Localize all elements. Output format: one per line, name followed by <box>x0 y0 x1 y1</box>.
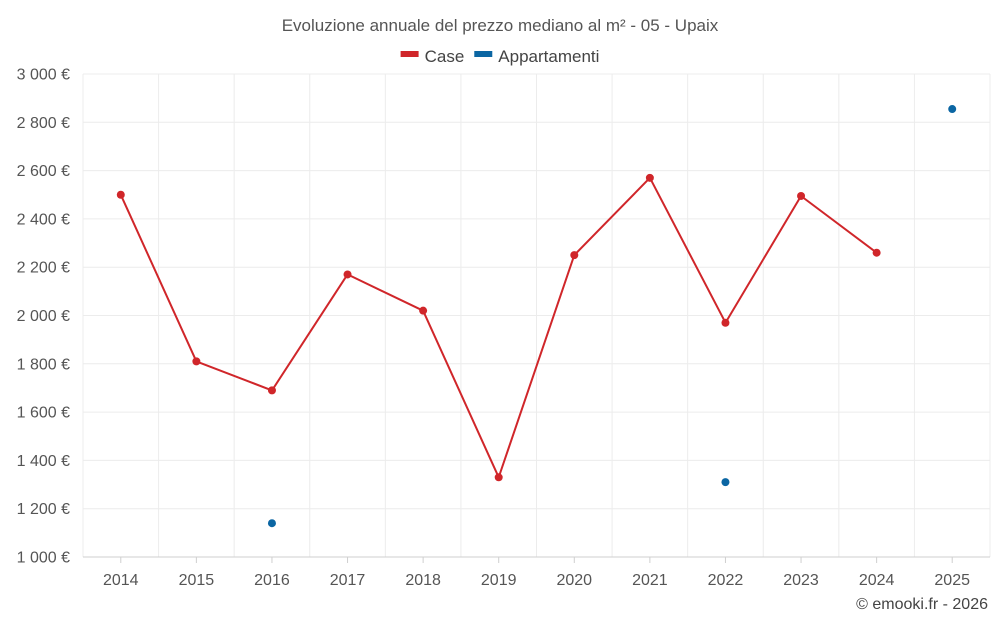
case-point <box>797 191 806 200</box>
grid <box>82 73 991 557</box>
x-tick-label: 2014 <box>103 572 139 589</box>
footer-credit: © emooki.fr - 2026 <box>856 596 988 613</box>
case-point <box>872 248 881 257</box>
x-tick-label: 2016 <box>254 572 290 589</box>
x-tick-label: 2017 <box>330 572 366 589</box>
y-tick-label: 1 400 € <box>17 453 70 470</box>
legend-item-case[interactable]: Case <box>400 47 465 66</box>
axes: 1 000 € 1 200 € 1 400 € 1 600 € 1 800 € 2 000… <box>17 67 990 589</box>
x-tick-label: 2018 <box>405 572 441 589</box>
y-tick-label: 1 800 € <box>17 356 70 373</box>
y-tick-label: 2 600 € <box>17 163 70 180</box>
case-point <box>343 270 352 279</box>
x-tick-label: 2020 <box>556 572 592 589</box>
case-point <box>419 306 428 315</box>
appartamenti-point <box>948 105 957 114</box>
case-point <box>645 173 654 182</box>
case-point <box>721 318 730 327</box>
y-tick-label: 2 000 € <box>17 308 70 325</box>
y-tick-label: 1 200 € <box>17 501 70 518</box>
y-tick-label: 2 800 € <box>17 115 70 132</box>
x-tick-label: 2015 <box>179 572 215 589</box>
legend: Case Appartamenti <box>400 47 599 66</box>
legend-label-appartamenti: Appartamenti <box>498 47 599 66</box>
legend-swatch-appartamenti <box>474 51 493 57</box>
chart-title: Evoluzione annuale del prezzo mediano al… <box>282 16 719 35</box>
x-tick-label: 2023 <box>783 572 819 589</box>
y-tick-label: 1 000 € <box>17 550 70 567</box>
x-tick-label: 2021 <box>632 572 668 589</box>
appartamenti-point <box>267 519 276 528</box>
case-point <box>570 251 579 260</box>
case-point <box>267 386 276 395</box>
y-tick-label: 1 600 € <box>17 405 70 422</box>
legend-label-case: Case <box>425 47 465 66</box>
x-tick-label: 2022 <box>708 572 744 589</box>
case-point <box>116 190 125 199</box>
case-point <box>494 473 503 482</box>
x-tick-label: 2024 <box>859 572 895 589</box>
y-tick-label: 2 400 € <box>17 211 70 228</box>
case-point <box>192 357 201 366</box>
x-tick-label: 2025 <box>934 572 970 589</box>
x-tick-label: 2019 <box>481 572 517 589</box>
appartamenti-point <box>721 478 730 487</box>
y-tick-label: 2 200 € <box>17 260 70 277</box>
y-tick-label: 3 000 € <box>17 67 70 84</box>
legend-item-appartamenti[interactable]: Appartamenti <box>474 47 599 66</box>
legend-swatch-case <box>400 51 419 57</box>
series <box>116 105 957 528</box>
